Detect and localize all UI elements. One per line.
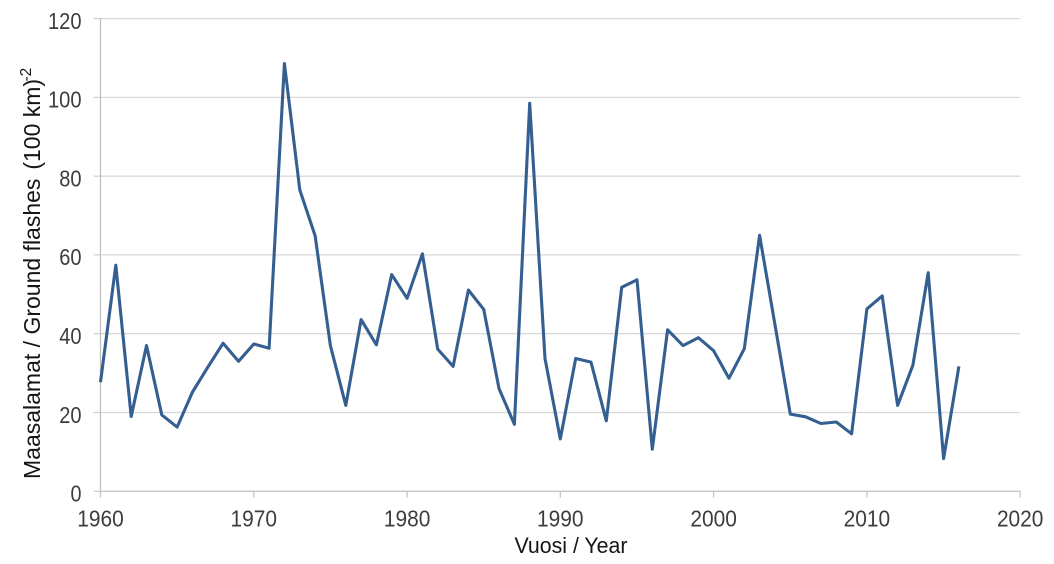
svg-text:Maasalamat / Ground flashes: Maasalamat / Ground flashes: [19, 179, 45, 479]
svg-text:100: 100: [48, 87, 82, 113]
svg-text:1970: 1970: [231, 506, 278, 532]
svg-text:2020: 2020: [997, 506, 1044, 532]
svg-text:1960: 1960: [77, 506, 124, 532]
svg-text:120: 120: [48, 8, 82, 34]
svg-text:40: 40: [59, 323, 81, 349]
svg-text:2000: 2000: [690, 506, 737, 532]
svg-text:Vuosi / Year: Vuosi / Year: [515, 533, 628, 558]
svg-text:0: 0: [71, 481, 82, 507]
svg-text:-2: -2: [18, 68, 35, 82]
svg-text:1980: 1980: [384, 506, 431, 532]
svg-text:60: 60: [59, 244, 81, 270]
svg-text:1990: 1990: [537, 506, 584, 532]
svg-text:(100 km): (100 km): [19, 79, 45, 170]
svg-text:20: 20: [59, 402, 81, 428]
svg-text:80: 80: [59, 166, 81, 192]
svg-text:2010: 2010: [844, 506, 891, 532]
